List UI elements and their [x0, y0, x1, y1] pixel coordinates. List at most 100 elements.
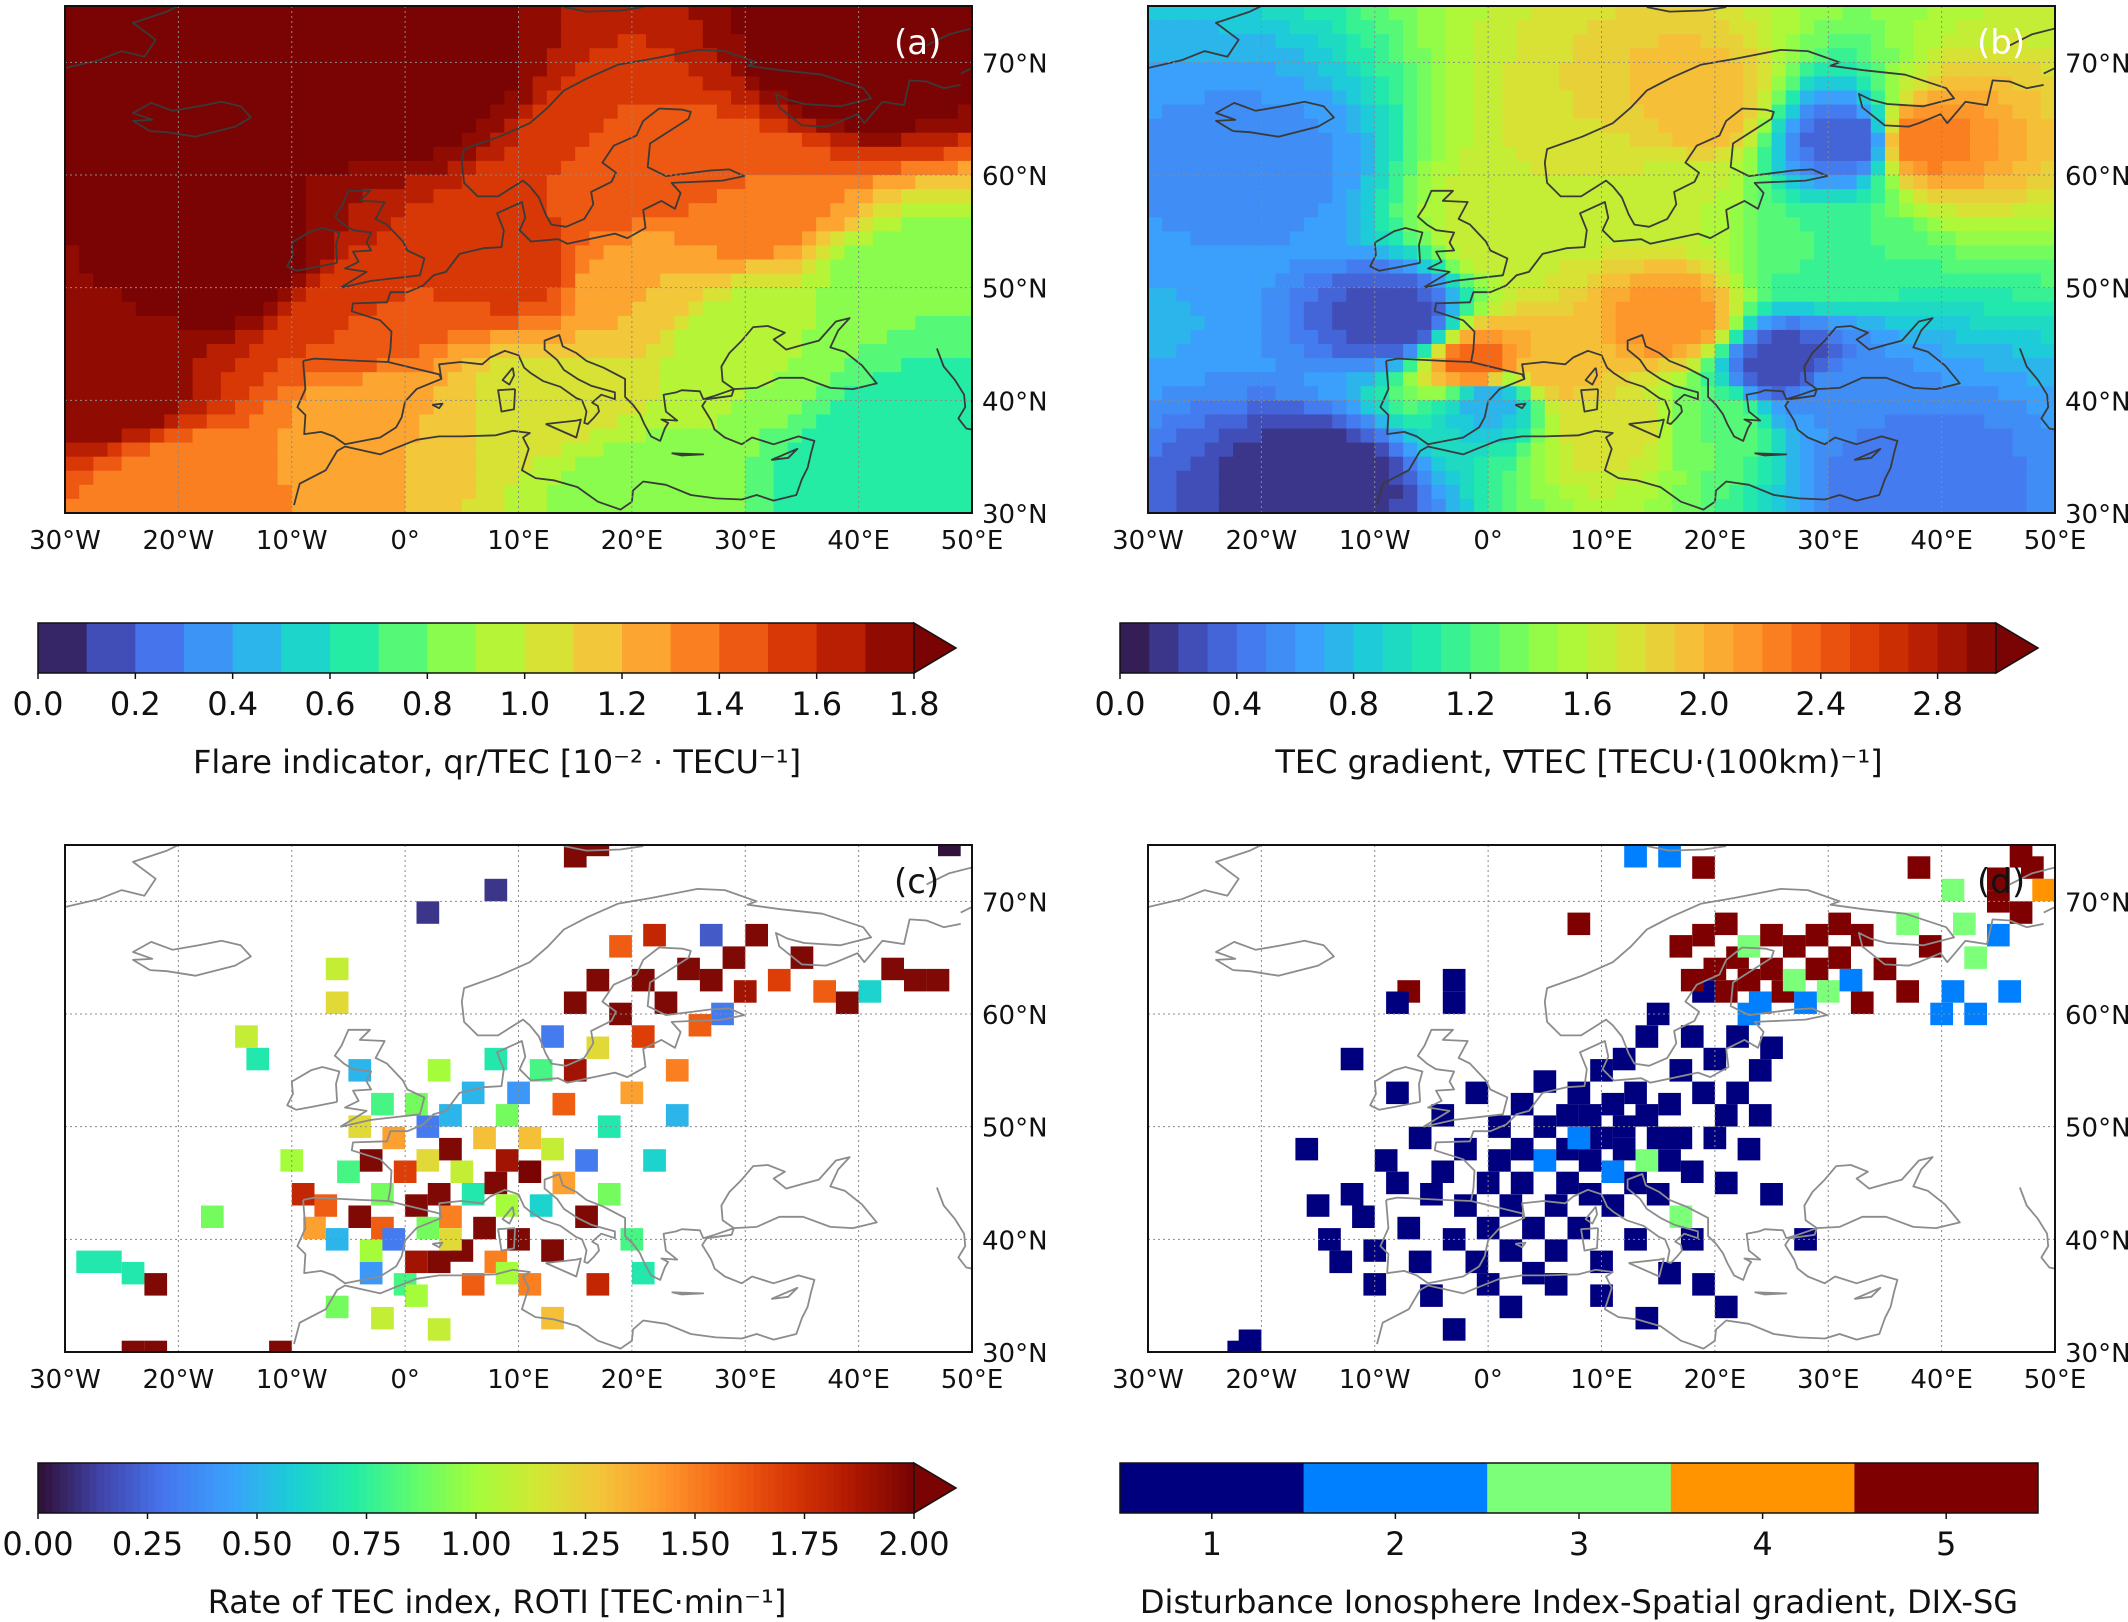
field-cell: [801, 175, 817, 190]
field-cell: [915, 217, 931, 232]
field-cell: [1828, 217, 1844, 232]
field-cell: [773, 287, 789, 303]
field-cell: [1771, 20, 1787, 35]
field-cell: [1842, 175, 1858, 190]
field-cell: [575, 20, 590, 35]
field-cell: [1714, 6, 1730, 21]
field-cell: [1289, 104, 1305, 120]
field-cell: [1162, 217, 1177, 232]
field-cell: [1856, 175, 1872, 190]
field-cell: [475, 6, 491, 21]
field-cell: [532, 104, 548, 120]
field-cell: [1615, 231, 1631, 247]
field-cell: [2026, 245, 2042, 261]
field-cell: [220, 118, 236, 134]
field-cell: [490, 287, 505, 303]
field-cell: [731, 118, 746, 134]
field-cell: [192, 48, 208, 63]
field-cell: [1204, 245, 1220, 261]
colorbar-segment: [1558, 623, 1588, 673]
field-cell: [1913, 442, 1929, 458]
field-cell: [589, 442, 605, 458]
field-cell: [1828, 400, 1844, 416]
field-cell: [475, 34, 491, 49]
lon-tick-label: 0°: [390, 526, 420, 556]
field-cell: [901, 90, 916, 106]
field-cell: [915, 456, 931, 472]
field-cell: [716, 132, 732, 148]
field-cell: [1318, 386, 1333, 401]
field-cell: [1162, 146, 1177, 162]
field-cell: [65, 428, 80, 444]
field-cell: [461, 90, 477, 106]
field-cell: [433, 20, 449, 35]
field-cell: [915, 428, 931, 444]
field-cell: [475, 386, 491, 401]
field-cell: [1658, 358, 1673, 373]
field-cell: [1615, 259, 1631, 275]
field-cell: [1247, 76, 1262, 92]
field-cell: [1941, 428, 1957, 444]
field-cell: [93, 20, 109, 35]
field-cell: [419, 414, 435, 430]
field-cell: [929, 287, 945, 303]
field-cell: [1785, 372, 1801, 387]
field-cell: [1913, 20, 1929, 35]
field-cell: [490, 301, 505, 317]
field-cell: [1814, 372, 1829, 387]
field-cell: [674, 456, 690, 472]
field-cell: [1700, 428, 1716, 444]
field-cell: [1615, 358, 1631, 373]
field-cell: [376, 245, 392, 261]
field-cell: [277, 146, 293, 162]
field-cell: [121, 442, 137, 458]
field-cell: [1644, 203, 1659, 218]
field-cell: [745, 175, 761, 190]
field-cell: [688, 6, 704, 21]
field-cell: [1403, 358, 1418, 373]
field-cell: [1658, 428, 1673, 444]
field-cell: [65, 90, 80, 106]
grid-cell: [121, 1340, 145, 1352]
field-cell: [376, 414, 392, 430]
field-cell: [872, 62, 888, 78]
field-cell: [405, 414, 420, 430]
field-cell: [263, 104, 279, 120]
field-cell: [674, 6, 690, 21]
field-cell: [1573, 315, 1588, 331]
field-cell: [1459, 231, 1475, 247]
field-cell: [1743, 146, 1758, 162]
field-cell: [716, 90, 732, 106]
field-cell: [121, 189, 137, 204]
field-cell: [1148, 175, 1163, 190]
field-cell: [716, 20, 732, 35]
grid-cell: [495, 1104, 519, 1127]
colorbar-segment: [96, 1463, 105, 1513]
field-cell: [1998, 104, 2014, 120]
field-cell: [1162, 62, 1177, 78]
field-cell: [65, 231, 80, 247]
colorbar-tick-label: 1.8: [889, 685, 940, 723]
field-cell: [1360, 428, 1376, 444]
field-cell: [192, 217, 208, 232]
field-cell: [1913, 175, 1929, 190]
field-cell: [1190, 372, 1206, 387]
field-cell: [1842, 34, 1858, 49]
field-cell: [1729, 386, 1744, 401]
field-cell: [1346, 344, 1362, 359]
field-cell: [1686, 203, 1702, 218]
field-cell: [603, 245, 619, 261]
field-cell: [1275, 104, 1291, 120]
field-cell: [1658, 470, 1673, 486]
field-cell: [447, 386, 463, 401]
field-cell: [731, 146, 746, 162]
field-cell: [801, 189, 817, 204]
field-cell: [249, 34, 264, 49]
field-cell: [830, 372, 846, 387]
grid-cell: [325, 991, 349, 1014]
field-cell: [915, 442, 931, 458]
field-cell: [1502, 48, 1518, 63]
field-cell: [1445, 203, 1461, 218]
field-cell: [192, 372, 208, 387]
field-cell: [1190, 62, 1206, 78]
